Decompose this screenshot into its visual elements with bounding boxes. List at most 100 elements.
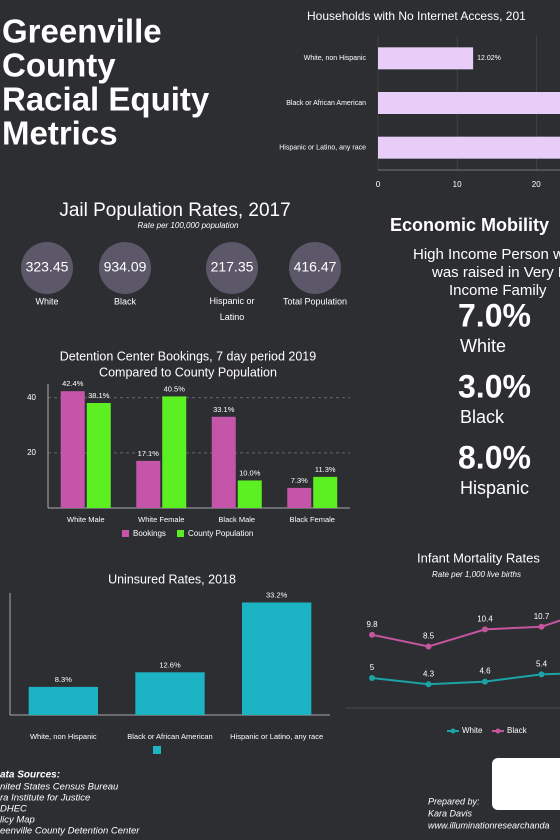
- y-tick-label: 20: [27, 448, 36, 457]
- value-label: 17.1%: [138, 449, 160, 458]
- chart-title: Uninsured Rates, 2018: [108, 572, 236, 586]
- x-tick-label: Black or African American: [127, 732, 212, 741]
- stat-circle: [206, 242, 258, 294]
- credit-line: Kara Davis: [428, 808, 473, 818]
- bar: [60, 391, 85, 508]
- bar: [378, 136, 560, 159]
- legend-swatch: [153, 746, 161, 754]
- bar: [313, 476, 338, 508]
- logo-box: [492, 758, 560, 810]
- stat-value: 217.35: [211, 259, 254, 275]
- mobility-label: Hispanic: [460, 478, 529, 498]
- value-label: 10.0%: [239, 468, 261, 477]
- stat-value: 323.45: [26, 259, 69, 275]
- value-label: 8.3%: [55, 675, 72, 684]
- category-label: Hispanic or Latino, any race: [279, 145, 366, 152]
- section-subtitle: Rate per 100,000 population: [138, 221, 240, 230]
- stat-value: 934.09: [104, 259, 147, 275]
- legend-label: Black: [507, 726, 528, 735]
- value-label: 10.4: [477, 615, 493, 624]
- logo-text: research &: [510, 791, 554, 801]
- credit-line: www.illuminationresearchanda: [428, 820, 550, 830]
- source-item: nited States Census Bureau: [0, 782, 119, 793]
- main-title: Greenville: [2, 13, 162, 50]
- x-tick-label: Hispanic or Latino, any race: [230, 732, 323, 741]
- point: [482, 626, 488, 633]
- category-label: Black or African American: [286, 100, 366, 107]
- value-label: 4.3: [423, 669, 435, 678]
- value-label: 5: [370, 663, 375, 672]
- legend-dot: [495, 728, 501, 734]
- bar: [378, 47, 474, 70]
- point: [482, 678, 488, 685]
- bar: [237, 480, 262, 508]
- bar: [135, 672, 205, 715]
- legend-dot: [450, 728, 456, 734]
- logo-text: illumin: [502, 764, 559, 786]
- value-label: 4.6: [479, 667, 491, 676]
- point: [425, 681, 432, 688]
- chart-title: Detention Center Bookings, 7 day period …: [60, 349, 316, 363]
- x-tick-label: White Male: [67, 515, 105, 524]
- bar: [211, 416, 236, 508]
- stat-circle: [21, 242, 73, 294]
- mobility-value: 7.0%: [458, 297, 531, 333]
- value-label: 8.5: [423, 632, 435, 641]
- source-item: eenville County Detention Center: [0, 826, 140, 837]
- value-label: 5.4: [536, 660, 548, 669]
- chart-title: Infant Mortality Rates: [417, 550, 540, 565]
- point: [369, 675, 375, 681]
- x-tick-label: White Female: [138, 515, 184, 524]
- value-label: 12.6%: [159, 660, 181, 669]
- point: [538, 623, 545, 630]
- point: [538, 671, 545, 678]
- section-subtitle: was raised in Very Lo: [431, 264, 560, 281]
- bar: [86, 403, 111, 508]
- x-tick-label: Black Female: [290, 515, 335, 524]
- point: [425, 643, 432, 650]
- chart-subtitle: Compared to County Population: [99, 365, 277, 379]
- x-tick-label: 20: [532, 180, 541, 189]
- legend-label: White: [462, 726, 483, 735]
- legend-swatch: [177, 530, 184, 537]
- value-label: 9.8: [366, 620, 378, 629]
- main-title: County: [2, 47, 116, 84]
- value-label: 40.5%: [164, 384, 186, 393]
- mobility-label: White: [460, 336, 506, 356]
- stat-value: 416.47: [294, 259, 337, 275]
- value-label: 12.02%: [477, 55, 501, 62]
- bar: [162, 396, 187, 508]
- source-item: DHEC: [0, 804, 27, 815]
- main-title: Metrics: [2, 115, 118, 152]
- bar: [378, 92, 560, 114]
- stat-label: Total Population: [283, 296, 347, 306]
- bar: [242, 602, 312, 715]
- stat-circle: [289, 242, 341, 294]
- x-tick-label: White, non Hispanic: [30, 732, 97, 741]
- credit-line: Prepared by:: [428, 796, 480, 806]
- bar: [28, 686, 99, 715]
- mobility-value: 3.0%: [458, 368, 531, 404]
- source-item: ra Institute for Justice: [0, 793, 90, 804]
- sources-title: ata Sources:: [0, 770, 60, 781]
- main-title: Racial Equity: [2, 81, 210, 118]
- mobility-label: Black: [460, 407, 505, 427]
- y-tick-label: 40: [27, 393, 36, 402]
- bar: [136, 460, 161, 508]
- x-tick-label: 0: [376, 180, 381, 189]
- source-item: licy Map: [0, 815, 35, 826]
- bar: [287, 487, 312, 508]
- value-label: 33.2%: [266, 590, 288, 599]
- legend-label: County Population: [188, 529, 253, 538]
- mobility-value: 8.0%: [458, 439, 531, 475]
- x-tick-label: 10: [453, 180, 462, 189]
- chart-subtitle: Rate per 1,000 live births: [432, 570, 521, 579]
- legend-label: Bookings: [133, 529, 166, 538]
- stat-label: White: [35, 296, 58, 306]
- x-tick-label: Black Male: [218, 515, 255, 524]
- chart-title: Households with No Internet Access, 201: [307, 9, 526, 23]
- value-label: 7.3%: [291, 476, 308, 485]
- stat-label: Hispanic or Latino: [209, 296, 254, 322]
